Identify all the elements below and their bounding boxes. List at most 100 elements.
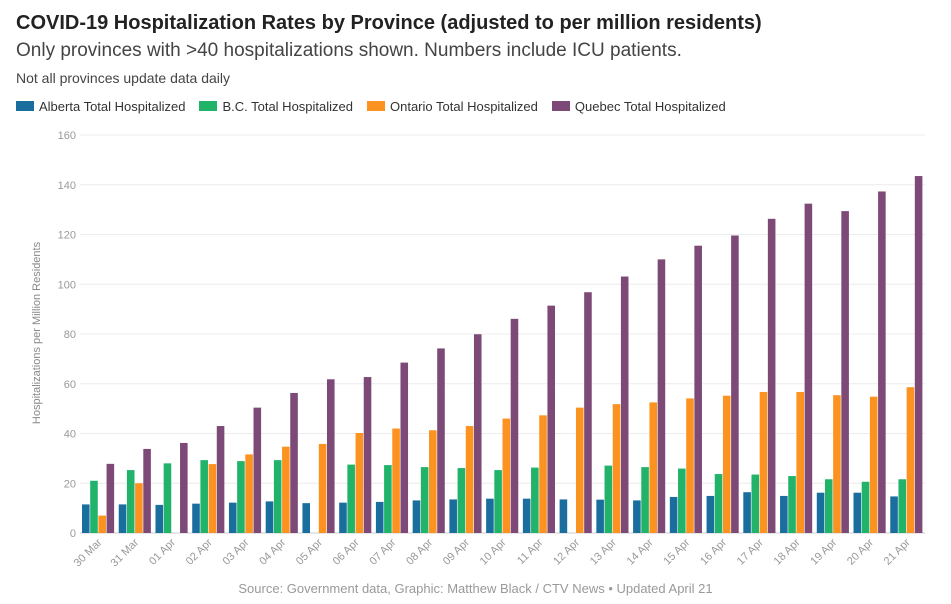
bar[interactable]: Alberta Total Hospitalized 20 Apr: 16.2 bbox=[853, 492, 862, 533]
bar[interactable]: B.C. Total Hospitalized 13 Apr: 27.1 bbox=[604, 465, 613, 533]
bar[interactable]: Quebec Total Hospitalized 14 Apr: 110 bbox=[657, 259, 666, 533]
bar[interactable]: Alberta Total Hospitalized 06 Apr: 12.2 bbox=[339, 502, 347, 533]
bar[interactable]: Ontario Total Hospitalized 06 Apr: 40.2 bbox=[355, 433, 364, 533]
bar[interactable]: B.C. Total Hospitalized 19 Apr: 21.6 bbox=[824, 479, 833, 533]
bar[interactable]: B.C. Total Hospitalized 10 Apr: 25.3 bbox=[494, 470, 502, 533]
bar[interactable]: B.C. Total Hospitalized 20 Apr: 20.6 bbox=[861, 481, 870, 533]
bar[interactable]: Alberta Total Hospitalized 01 Apr: 11.3 bbox=[155, 504, 164, 533]
bar[interactable]: Quebec Total Hospitalized 06 Apr: 62.7 bbox=[363, 377, 372, 533]
bar[interactable]: Quebec Total Hospitalized 15 Apr: 115.5 bbox=[694, 245, 702, 533]
bar[interactable]: B.C. Total Hospitalized 21 Apr: 21.6 bbox=[898, 479, 907, 533]
bar[interactable]: Alberta Total Hospitalized 12 Apr: 13.5 bbox=[559, 499, 568, 533]
bar[interactable]: Alberta Total Hospitalized 03 Apr: 12.2 bbox=[228, 502, 237, 533]
bar[interactable]: B.C. Total Hospitalized 02 Apr: 29.3 bbox=[200, 460, 208, 533]
bar[interactable]: B.C. Total Hospitalized 08 Apr: 26.5 bbox=[420, 467, 429, 533]
bar[interactable]: Alberta Total Hospitalized 04 Apr: 12.7 bbox=[265, 501, 274, 533]
bar[interactable]: Quebec Total Hospitalized 12 Apr: 96.8 bbox=[584, 292, 592, 533]
bar[interactable]: Quebec Total Hospitalized 13 Apr: 103.1 bbox=[620, 276, 629, 533]
bar[interactable]: Quebec Total Hospitalized 31 Mar: 33.8 bbox=[143, 448, 151, 533]
bar[interactable]: Alberta Total Hospitalized 10 Apr: 13.8 bbox=[486, 498, 494, 533]
bar[interactable]: Ontario Total Hospitalized 17 Apr: 56.7 bbox=[759, 391, 768, 533]
bar[interactable]: Alberta Total Hospitalized 05 Apr: 12 bbox=[302, 503, 311, 533]
x-tick-label: 17 Apr bbox=[735, 536, 766, 567]
bar[interactable]: Quebec Total Hospitalized 16 Apr: 119.6 bbox=[731, 235, 739, 533]
bar[interactable]: Alberta Total Hospitalized 14 Apr: 13.1 bbox=[633, 500, 641, 533]
bar[interactable]: Quebec Total Hospitalized 20 Apr: 137.3 bbox=[878, 191, 886, 533]
bar[interactable]: Ontario Total Hospitalized 15 Apr: 54.1 bbox=[686, 398, 694, 533]
bar[interactable]: B.C. Total Hospitalized 18 Apr: 22.9 bbox=[788, 476, 796, 533]
bar[interactable]: Alberta Total Hospitalized 30 Mar: 11.5 bbox=[82, 504, 90, 533]
bar[interactable]: Ontario Total Hospitalized 09 Apr: 43 bbox=[465, 426, 474, 533]
bar[interactable]: Ontario Total Hospitalized 11 Apr: 47.3 bbox=[539, 415, 547, 533]
bar[interactable]: B.C. Total Hospitalized 14 Apr: 26.5 bbox=[641, 467, 649, 533]
bar[interactable]: B.C. Total Hospitalized 11 Apr: 26.3 bbox=[531, 467, 539, 533]
bar[interactable]: Ontario Total Hospitalized 08 Apr: 41.3 bbox=[429, 430, 437, 533]
bar[interactable]: Quebec Total Hospitalized 17 Apr: 126.3 bbox=[767, 218, 776, 534]
bar[interactable]: Ontario Total Hospitalized 02 Apr: 27.7 bbox=[208, 464, 217, 533]
bar[interactable]: Ontario Total Hospitalized 21 Apr: 58.6 bbox=[906, 387, 915, 533]
bar[interactable]: Quebec Total Hospitalized 05 Apr: 61.8 bbox=[326, 379, 335, 533]
bar[interactable]: Ontario Total Hospitalized 16 Apr: 55.2 bbox=[722, 395, 731, 533]
bar[interactable]: Quebec Total Hospitalized 02 Apr: 43 bbox=[216, 426, 225, 533]
bar[interactable]: B.C. Total Hospitalized 31 Mar: 25.3 bbox=[126, 470, 135, 533]
bar[interactable]: Alberta Total Hospitalized 16 Apr: 14.9 bbox=[706, 495, 715, 533]
bar[interactable]: Quebec Total Hospitalized 07 Apr: 68.5 bbox=[400, 362, 409, 533]
bar[interactable]: Ontario Total Hospitalized 30 Mar: 7 bbox=[98, 515, 106, 533]
bar[interactable]: Quebec Total Hospitalized 04 Apr: 56.3 bbox=[290, 392, 298, 533]
bar[interactable]: B.C. Total Hospitalized 15 Apr: 25.9 bbox=[678, 468, 686, 533]
legend-item-bc[interactable]: B.C. Total Hospitalized bbox=[199, 99, 353, 114]
bar[interactable]: Quebec Total Hospitalized 30 Mar: 27.8 bbox=[106, 463, 115, 533]
bar[interactable]: Quebec Total Hospitalized 10 Apr: 86.1 bbox=[510, 318, 519, 533]
legend-swatch-bc bbox=[199, 101, 218, 111]
bar[interactable]: Quebec Total Hospitalized 08 Apr: 74.2 bbox=[437, 348, 445, 533]
bar[interactable]: Alberta Total Hospitalized 02 Apr: 11.8 bbox=[192, 503, 200, 533]
bar[interactable]: Ontario Total Hospitalized 05 Apr: 35.8 bbox=[318, 443, 327, 533]
bar[interactable]: Alberta Total Hospitalized 08 Apr: 13.1 bbox=[412, 500, 421, 533]
bar[interactable]: Alberta Total Hospitalized 19 Apr: 16.2 bbox=[816, 492, 825, 533]
y-tick-label: 0 bbox=[70, 528, 76, 540]
y-tick-label: 80 bbox=[64, 329, 76, 341]
bar[interactable]: Alberta Total Hospitalized 31 Mar: 11.5 bbox=[118, 504, 127, 533]
bar[interactable]: B.C. Total Hospitalized 01 Apr: 28 bbox=[163, 463, 172, 533]
bar[interactable]: Quebec Total Hospitalized 03 Apr: 50.4 bbox=[253, 407, 262, 533]
bar[interactable]: Ontario Total Hospitalized 18 Apr: 56.7 bbox=[796, 391, 804, 533]
bar[interactable]: B.C. Total Hospitalized 17 Apr: 23.5 bbox=[751, 474, 760, 533]
bar[interactable]: Alberta Total Hospitalized 18 Apr: 14.9 bbox=[780, 495, 788, 533]
bar[interactable]: Quebec Total Hospitalized 19 Apr: 129.4 bbox=[841, 211, 849, 533]
bar[interactable]: Ontario Total Hospitalized 14 Apr: 52.5 bbox=[649, 402, 658, 533]
bar[interactable]: B.C. Total Hospitalized 09 Apr: 26.1 bbox=[457, 468, 466, 533]
legend-item-alberta[interactable]: Alberta Total Hospitalized bbox=[16, 99, 185, 114]
bar[interactable]: B.C. Total Hospitalized 04 Apr: 29.3 bbox=[273, 460, 282, 533]
legend-item-ontario[interactable]: Ontario Total Hospitalized bbox=[367, 99, 538, 114]
bar[interactable]: Quebec Total Hospitalized 01 Apr: 36.2 bbox=[180, 442, 188, 533]
bar[interactable]: Ontario Total Hospitalized 04 Apr: 34.7 bbox=[282, 446, 290, 533]
bar[interactable]: B.C. Total Hospitalized 16 Apr: 23.7 bbox=[714, 474, 723, 533]
bar[interactable]: Quebec Total Hospitalized 11 Apr: 91.4 bbox=[547, 305, 556, 533]
bar[interactable]: B.C. Total Hospitalized 30 Mar: 21 bbox=[90, 480, 98, 533]
bar[interactable]: Alberta Total Hospitalized 15 Apr: 14.5 bbox=[669, 496, 678, 533]
bar[interactable]: Ontario Total Hospitalized 07 Apr: 42 bbox=[392, 428, 400, 533]
bar[interactable]: Ontario Total Hospitalized 31 Mar: 20 bbox=[135, 483, 143, 533]
bar[interactable]: B.C. Total Hospitalized 06 Apr: 27.5 bbox=[347, 464, 355, 533]
bar[interactable]: Quebec Total Hospitalized 18 Apr: 132.4 bbox=[804, 203, 813, 533]
bar[interactable]: Alberta Total Hospitalized 21 Apr: 14.7 bbox=[890, 496, 898, 533]
bar[interactable]: Ontario Total Hospitalized 03 Apr: 31.6 bbox=[245, 454, 253, 533]
bar[interactable]: Quebec Total Hospitalized 09 Apr: 79.9 bbox=[473, 334, 482, 533]
legend-item-quebec[interactable]: Quebec Total Hospitalized bbox=[551, 99, 726, 114]
bar[interactable]: B.C. Total Hospitalized 07 Apr: 27.3 bbox=[384, 465, 392, 533]
bar[interactable]: Ontario Total Hospitalized 13 Apr: 51.8 bbox=[612, 404, 621, 533]
bar[interactable]: Ontario Total Hospitalized 19 Apr: 55.4 bbox=[833, 395, 841, 533]
source-credit: Source: Government data, Graphic: Matthe… bbox=[238, 581, 713, 596]
bar[interactable]: Alberta Total Hospitalized 13 Apr: 13.4 bbox=[596, 499, 604, 533]
bar[interactable]: Ontario Total Hospitalized 20 Apr: 54.8 bbox=[869, 396, 878, 533]
bar[interactable]: Ontario Total Hospitalized 12 Apr: 50.4 bbox=[575, 407, 584, 533]
bar[interactable]: Alberta Total Hospitalized 11 Apr: 13.8 bbox=[522, 498, 531, 533]
x-tick-label: 07 Apr bbox=[367, 536, 398, 567]
x-tick-label: 14 Apr bbox=[625, 536, 656, 567]
bar[interactable]: Alberta Total Hospitalized 09 Apr: 13.5 bbox=[449, 499, 457, 533]
bar[interactable]: Alberta Total Hospitalized 17 Apr: 16.4 bbox=[743, 492, 751, 533]
bar[interactable]: Ontario Total Hospitalized 10 Apr: 46 bbox=[502, 418, 511, 533]
bar[interactable]: Quebec Total Hospitalized 21 Apr: 143.5 bbox=[914, 176, 923, 533]
bar[interactable]: Alberta Total Hospitalized 07 Apr: 12.5 bbox=[375, 501, 384, 533]
bar[interactable]: B.C. Total Hospitalized 03 Apr: 28.9 bbox=[237, 461, 245, 533]
